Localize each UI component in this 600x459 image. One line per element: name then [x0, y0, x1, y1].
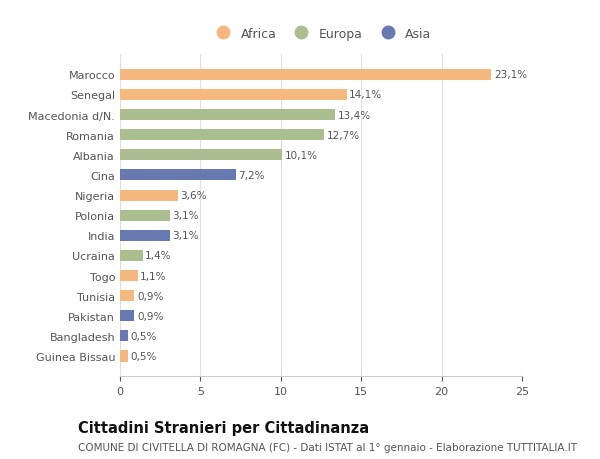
- Text: 0,9%: 0,9%: [137, 291, 163, 301]
- Bar: [120, 330, 128, 341]
- Bar: [120, 70, 491, 81]
- Bar: [120, 210, 170, 221]
- Text: 23,1%: 23,1%: [494, 70, 527, 80]
- Text: 10,1%: 10,1%: [285, 151, 318, 161]
- Text: 3,1%: 3,1%: [172, 231, 199, 241]
- Text: 0,5%: 0,5%: [130, 331, 157, 341]
- Bar: [120, 170, 236, 181]
- Text: 7,2%: 7,2%: [238, 171, 265, 180]
- Text: 13,4%: 13,4%: [338, 110, 371, 120]
- Text: 3,1%: 3,1%: [172, 211, 199, 221]
- Bar: [120, 270, 137, 281]
- Bar: [120, 291, 134, 302]
- Bar: [120, 190, 178, 201]
- Bar: [120, 351, 128, 362]
- Text: 0,9%: 0,9%: [137, 311, 163, 321]
- Text: 12,7%: 12,7%: [326, 130, 360, 140]
- Bar: [120, 250, 143, 262]
- Bar: [120, 230, 170, 241]
- Text: 0,5%: 0,5%: [130, 351, 157, 361]
- Text: Cittadini Stranieri per Cittadinanza: Cittadini Stranieri per Cittadinanza: [78, 420, 369, 435]
- Text: 14,1%: 14,1%: [349, 90, 382, 100]
- Bar: [120, 311, 134, 322]
- Bar: [120, 90, 347, 101]
- Bar: [120, 150, 283, 161]
- Text: 3,6%: 3,6%: [180, 190, 207, 201]
- Text: 1,1%: 1,1%: [140, 271, 167, 281]
- Bar: [120, 110, 335, 121]
- Text: COMUNE DI CIVITELLA DI ROMAGNA (FC) - Dati ISTAT al 1° gennaio - Elaborazione TU: COMUNE DI CIVITELLA DI ROMAGNA (FC) - Da…: [78, 442, 577, 452]
- Legend: Africa, Europa, Asia: Africa, Europa, Asia: [205, 23, 436, 46]
- Text: 1,4%: 1,4%: [145, 251, 172, 261]
- Bar: [120, 130, 324, 141]
